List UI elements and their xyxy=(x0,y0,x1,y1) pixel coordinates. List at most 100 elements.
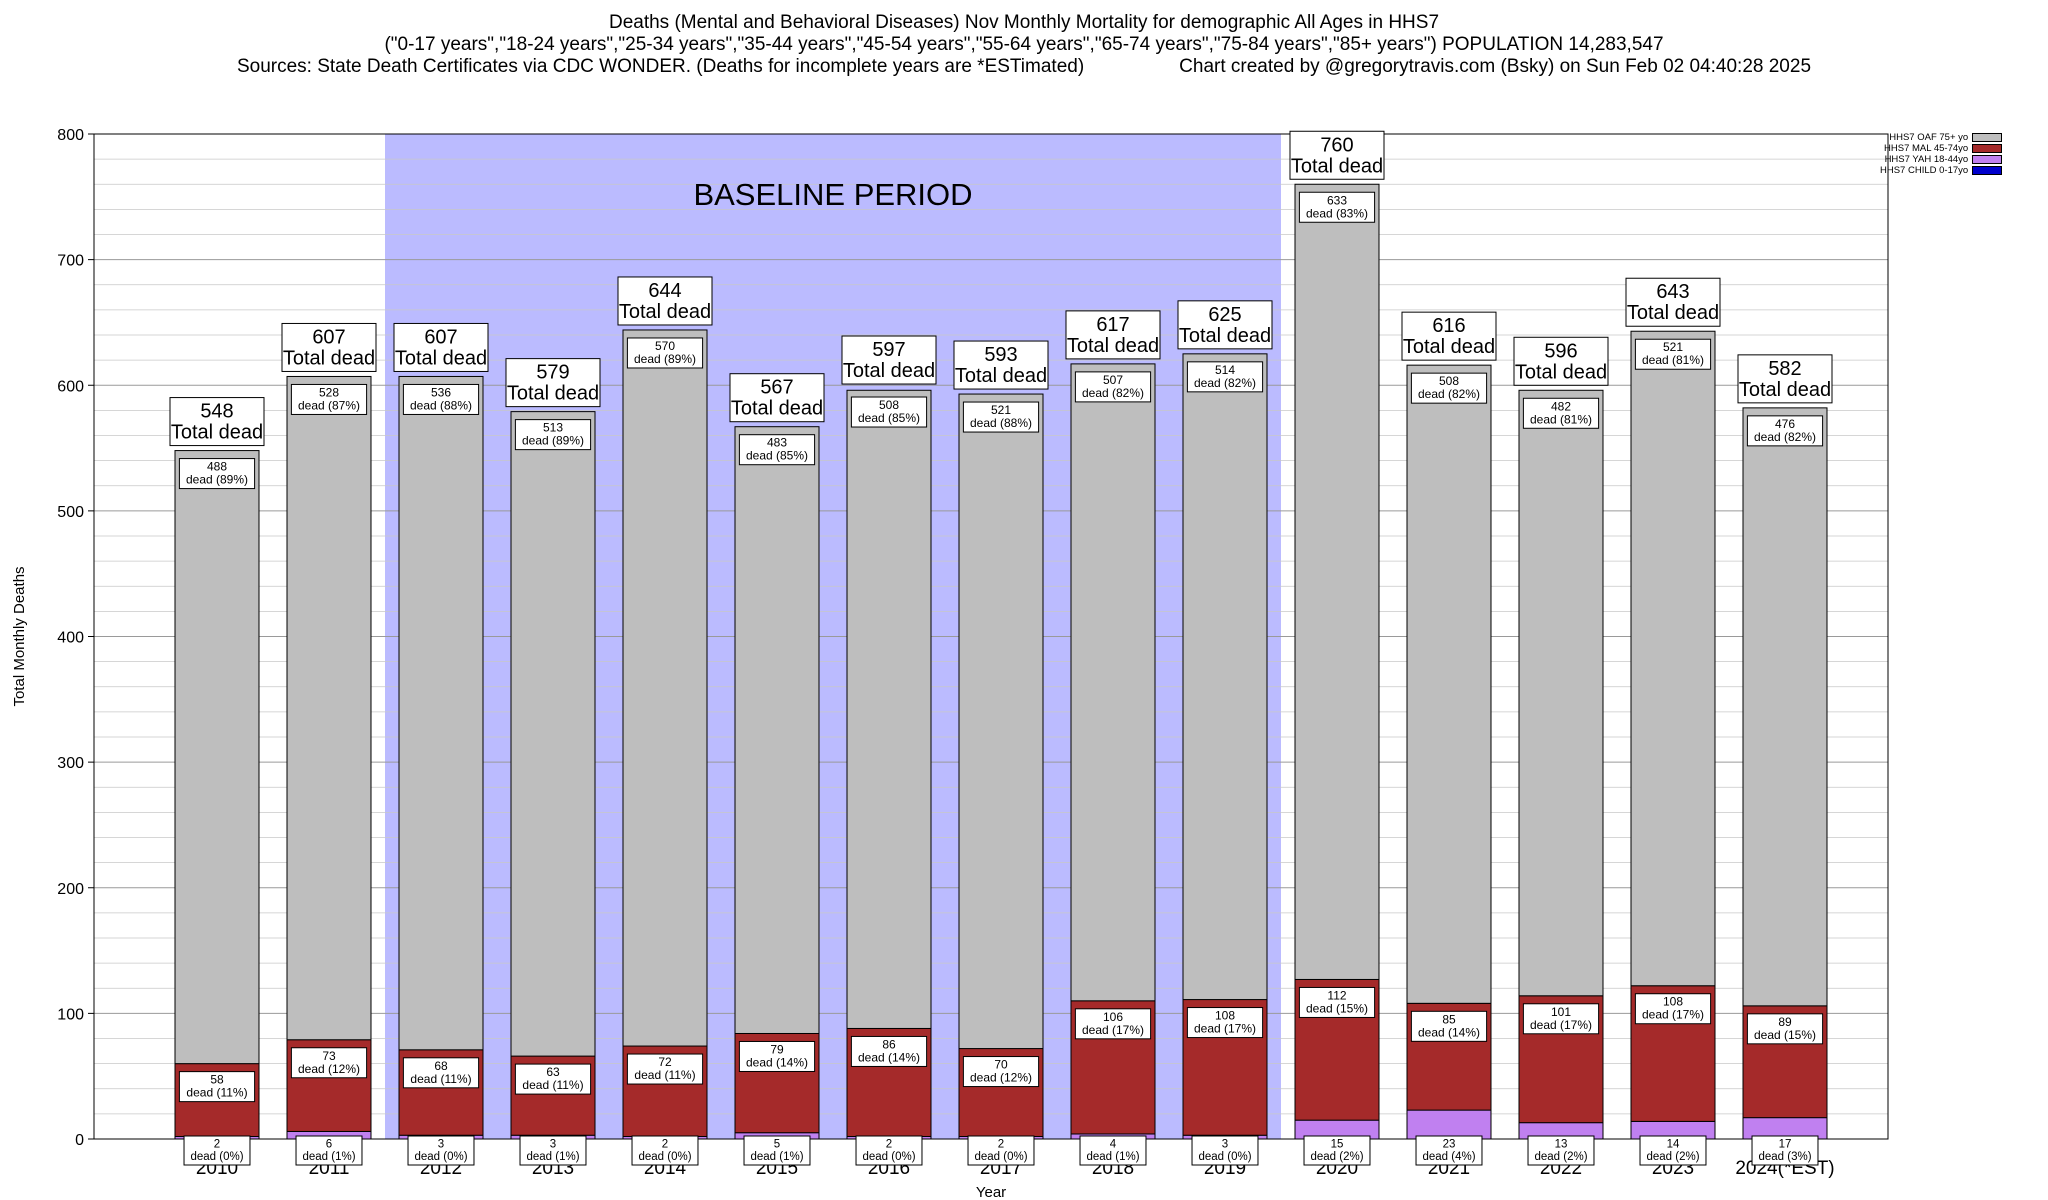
data-label-mal: dead (12%) xyxy=(970,1071,1032,1085)
total-label-value: 607 xyxy=(312,326,345,348)
data-label-yah: dead (0%) xyxy=(638,1151,691,1163)
y-tick-label: 0 xyxy=(75,1132,84,1149)
data-label-oaf: dead (88%) xyxy=(410,398,472,412)
y-tick-label: 700 xyxy=(57,253,84,270)
data-label-oaf: dead (88%) xyxy=(970,416,1032,430)
chart-sources: Sources: State Death Certificates via CD… xyxy=(236,56,1085,77)
data-label-mal: 73 xyxy=(322,1049,336,1063)
baseline-period-label: BASELINE PERIOD xyxy=(693,177,972,212)
total-label-text: Total dead xyxy=(1627,302,1719,324)
data-label-oaf: 488 xyxy=(207,460,227,474)
total-label-box xyxy=(1513,336,1609,386)
data-label-mal: dead (17%) xyxy=(1082,1023,1144,1037)
data-label-mal: 79 xyxy=(770,1042,784,1056)
chart-legend: HHS7 OAF 75+ yo HHS7 MAL 45-74yo HHS7 YA… xyxy=(1880,132,2003,176)
data-label-yah: dead (0%) xyxy=(862,1151,915,1163)
data-label-yah: 4 xyxy=(1110,1139,1117,1151)
bar-hhs7-oaf-75+-yo xyxy=(286,375,372,1041)
data-label-yah-box xyxy=(183,1135,251,1166)
data-label-yah: dead (0%) xyxy=(190,1151,243,1163)
data-label-mal: 70 xyxy=(994,1058,1008,1072)
data-label-oaf-box xyxy=(178,458,256,490)
y-axis-title: Total Monthly Deaths xyxy=(11,566,28,706)
total-label-box xyxy=(281,322,377,372)
bar-hhs7-oaf-75+-yo xyxy=(398,375,484,1051)
total-label-value: 607 xyxy=(424,326,457,348)
bar-hhs7-oaf-75+-yo xyxy=(1406,364,1492,1004)
total-label-text: Total dead xyxy=(731,398,823,420)
data-label-mal: dead (15%) xyxy=(1754,1028,1816,1042)
data-label-oaf: dead (83%) xyxy=(1306,206,1368,220)
data-label-yah: 23 xyxy=(1443,1139,1456,1151)
data-label-mal: dead (15%) xyxy=(1306,1001,1368,1015)
data-label-mal-box xyxy=(1298,986,1376,1018)
data-label-oaf: 476 xyxy=(1775,417,1795,431)
total-label-box xyxy=(953,340,1049,390)
data-label-mal: dead (11%) xyxy=(410,1072,471,1086)
data-label-oaf: 513 xyxy=(543,421,563,435)
total-label-text: Total dead xyxy=(1403,336,1495,358)
data-label-oaf-box xyxy=(290,383,368,415)
data-label-yah: dead (1%) xyxy=(526,1151,579,1163)
total-label-box xyxy=(617,276,713,326)
data-label-mal: 86 xyxy=(882,1037,896,1051)
data-label-mal: 108 xyxy=(1663,995,1683,1009)
data-label-oaf: dead (82%) xyxy=(1418,387,1480,401)
total-label-text: Total dead xyxy=(1291,155,1383,177)
total-label-box xyxy=(1065,310,1161,360)
data-label-oaf: 536 xyxy=(431,385,451,399)
total-label-value: 596 xyxy=(1544,340,1577,362)
total-label-value: 625 xyxy=(1208,304,1241,326)
data-label-yah: dead (0%) xyxy=(1198,1151,1251,1163)
data-label-oaf-box xyxy=(1410,372,1488,404)
data-label-yah-box xyxy=(1751,1135,1819,1166)
data-label-mal: 89 xyxy=(1778,1015,1792,1029)
data-label-mal-box xyxy=(1074,1008,1152,1040)
data-label-yah: dead (2%) xyxy=(1310,1151,1363,1163)
data-label-mal: 101 xyxy=(1551,1005,1571,1019)
bar-hhs7-oaf-75+-yo xyxy=(1070,363,1156,1002)
data-label-oaf-box xyxy=(1298,191,1376,223)
data-label-oaf: 521 xyxy=(991,403,1011,417)
data-label-oaf: dead (82%) xyxy=(1754,430,1816,444)
data-label-mal-box xyxy=(1522,1003,1600,1035)
total-label-text: Total dead xyxy=(283,347,375,369)
data-label-yah: 6 xyxy=(326,1139,332,1151)
data-label-yah-box xyxy=(1639,1135,1707,1166)
data-label-oaf: dead (82%) xyxy=(1082,386,1144,400)
total-label-box xyxy=(1625,277,1721,327)
y-tick-label: 500 xyxy=(57,504,84,521)
y-tick-label: 600 xyxy=(57,378,84,395)
total-label-box xyxy=(169,397,265,447)
chart-credit: Chart created by @gregorytravis.com (Bsk… xyxy=(1179,56,1812,77)
data-label-mal: 112 xyxy=(1327,988,1346,1002)
bar-hhs7-oaf-75+-yo xyxy=(1518,389,1604,997)
data-label-mal-box xyxy=(850,1035,928,1067)
data-label-yah: 2 xyxy=(214,1139,220,1151)
data-label-yah: dead (0%) xyxy=(974,1151,1027,1163)
data-label-oaf: dead (89%) xyxy=(522,434,584,448)
data-label-mal-box xyxy=(1746,1013,1824,1045)
legend-entry-child: HHS7 CHILD 0-17yo xyxy=(1880,165,2003,176)
data-label-yah: 3 xyxy=(1222,1139,1228,1151)
total-label-text: Total dead xyxy=(171,422,263,444)
data-label-yah: 2 xyxy=(998,1139,1004,1151)
total-label-box xyxy=(393,322,489,372)
data-label-mal: 58 xyxy=(210,1073,224,1087)
data-label-yah: dead (0%) xyxy=(414,1151,467,1163)
data-label-mal: dead (14%) xyxy=(746,1055,808,1069)
total-label-box xyxy=(1401,311,1497,361)
data-label-oaf: dead (89%) xyxy=(186,473,248,487)
legend-swatch-yah xyxy=(1972,155,2003,164)
chart-subtitle: ("0-17 years","18-24 years","25-34 years… xyxy=(384,34,1664,55)
chart-sources-line: Sources: State Death Certificates via CD… xyxy=(0,56,2048,78)
data-label-yah: 3 xyxy=(438,1139,444,1151)
total-label-value: 582 xyxy=(1768,358,1801,380)
data-label-yah-box xyxy=(1079,1135,1147,1166)
total-label-box xyxy=(1289,130,1385,180)
data-label-oaf-box xyxy=(1746,415,1824,447)
bar-hhs7-oaf-75+-yo xyxy=(622,329,708,1047)
data-label-oaf-box xyxy=(514,419,592,451)
data-label-oaf: dead (81%) xyxy=(1642,353,1704,367)
